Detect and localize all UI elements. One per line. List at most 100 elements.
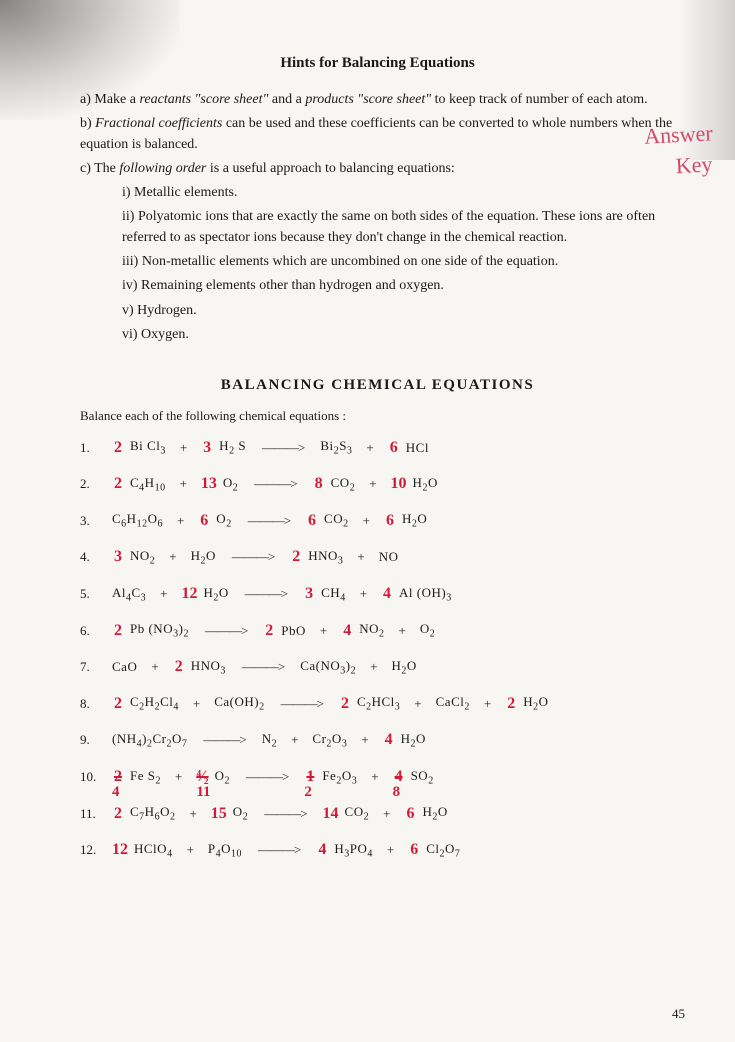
coefficient: 2 <box>173 658 185 676</box>
equation-number: 2. <box>80 476 106 492</box>
chemical-formula: O2 <box>420 621 435 640</box>
hint-b: b) Fractional coefficients can be used a… <box>80 114 675 155</box>
coefficient: 13 <box>201 475 217 493</box>
coefficient: 2 <box>112 805 124 823</box>
chemical-formula: H2O <box>402 511 427 530</box>
hint-iii: iii) Non-metallic elements which are unc… <box>80 252 675 272</box>
plus-operator: + <box>175 769 182 785</box>
coefficient: 2 <box>112 695 124 713</box>
equation-number: 10. <box>80 769 106 785</box>
chemical-formula: Ca(NO3)2 <box>300 658 356 677</box>
hint-ii: ii) Polyatomic ions that are exactly the… <box>80 207 675 248</box>
equation-number: 6. <box>80 623 106 639</box>
chemical-formula: C6H12O6 <box>112 511 163 530</box>
reaction-arrow: ———> <box>205 623 247 639</box>
chemical-formula: Fe2O3 <box>322 768 357 787</box>
coefficient: 2 <box>112 622 124 640</box>
coefficient: 12 <box>182 585 198 603</box>
coefficient: 3 <box>201 439 213 457</box>
balancing-title: BALANCING CHEMICAL EQUATIONS <box>80 377 675 394</box>
chemical-formula: CO2 <box>331 475 356 494</box>
plus-operator: + <box>387 842 394 858</box>
coefficient: 4 <box>393 768 405 786</box>
chemical-formula: O2 <box>233 804 248 823</box>
equation-number: 11. <box>80 806 106 822</box>
coefficient: 6 <box>404 805 416 823</box>
coefficient: 6 <box>408 841 420 859</box>
reaction-arrow: ———> <box>203 732 245 748</box>
equation-row: 9.(NH4)2Cr2O7———>N2+Cr2O3+4H2O <box>80 731 675 750</box>
plus-operator: + <box>291 732 298 748</box>
chemical-formula: H2O <box>191 548 216 567</box>
chemical-formula: H2O <box>413 475 438 494</box>
reaction-arrow: ———> <box>246 769 288 785</box>
plus-operator: + <box>366 440 373 456</box>
hint-a: a) Make a reactants "score sheet" and a … <box>80 90 675 110</box>
chemical-formula: C7H6O2 <box>130 804 175 823</box>
hint-v: v) Hydrogen. <box>80 301 675 321</box>
chemical-formula: HClO4 <box>134 841 173 860</box>
plus-operator: + <box>357 549 364 565</box>
reaction-arrow: ———> <box>258 842 300 858</box>
chemical-formula: CH4 <box>321 585 346 604</box>
coefficient: 2 <box>112 439 124 457</box>
coefficient: 10 <box>391 475 407 493</box>
reaction-arrow: ———> <box>242 659 284 675</box>
chemical-formula: SO2 <box>411 768 434 787</box>
coefficient: 3 <box>112 548 124 566</box>
coefficient: 1 <box>304 768 316 786</box>
chemical-formula: NO2 <box>359 621 384 640</box>
hint-vi: vi) Oxygen. <box>80 325 675 345</box>
equations-list: 1.2Bi Cl3+3H2 S———>Bi2S3+6HCl2.2C4H10+13… <box>80 438 675 859</box>
equation-row: 1.2Bi Cl3+3H2 S———>Bi2S3+6HCl <box>80 438 675 457</box>
chemical-formula: CaCl2 <box>436 694 470 713</box>
equation-row: 7.CaO+2HNO3———>Ca(NO3)2+H2O <box>80 658 675 677</box>
chemical-formula: O2 <box>215 768 230 787</box>
plus-operator: + <box>180 476 187 492</box>
reaction-arrow: ———> <box>248 513 290 529</box>
equation-number: 5. <box>80 586 106 602</box>
chemical-formula: NO <box>379 549 399 565</box>
equation-row: 3.C6H12O6+6O2———>6CO2+6H2O <box>80 511 675 530</box>
chemical-formula: Ca(OH)2 <box>214 694 264 713</box>
plus-operator: + <box>177 513 184 529</box>
chemical-formula: Al (OH)3 <box>399 585 452 604</box>
plus-operator: + <box>484 696 491 712</box>
chemical-formula: HCl <box>406 440 429 456</box>
plus-operator: + <box>180 440 187 456</box>
chemical-formula: PbO <box>281 623 306 639</box>
chemical-formula: Bi Cl3 <box>130 438 166 457</box>
coefficient: 6 <box>388 439 400 457</box>
equation-row: 5.Al4C3+12H2O———>3CH4+4Al (OH)3 <box>80 585 675 604</box>
hint-i: i) Metallic elements. <box>80 183 675 203</box>
coefficient: 12 <box>112 841 128 859</box>
plus-operator: + <box>169 549 176 565</box>
equation-number: 3. <box>80 513 106 529</box>
chemical-formula: HNO3 <box>191 658 226 677</box>
chemical-formula: Al4C3 <box>112 585 146 604</box>
hint-c: c) The following order is a useful appro… <box>80 159 675 179</box>
equation-number: 1. <box>80 440 106 456</box>
chemical-formula: C2H2Cl4 <box>130 694 179 713</box>
reaction-arrow: ———> <box>281 696 323 712</box>
coefficient: ⁴⁄₂ <box>196 768 208 786</box>
equation-row: 12.12HClO4+P4O10———>4H3PO4+6Cl2O7 <box>80 841 675 860</box>
chemical-formula: CO2 <box>324 511 349 530</box>
coefficient: 2 <box>263 622 275 640</box>
chemical-formula: Pb (NO3)2 <box>130 621 189 640</box>
chemical-formula: O2 <box>223 475 238 494</box>
coefficient: 4 <box>383 731 395 749</box>
chemical-formula: (NH4)2Cr2O7 <box>112 731 187 750</box>
chemical-formula: Fe S2 <box>130 768 161 787</box>
coefficient: 4 <box>381 585 393 603</box>
plus-operator: + <box>414 696 421 712</box>
chemical-formula: NO2 <box>130 548 155 567</box>
chemical-formula: Bi2S3 <box>320 438 352 457</box>
coefficient: 15 <box>211 805 227 823</box>
hints-section: a) Make a reactants "score sheet" and a … <box>80 90 675 345</box>
coefficient: 6 <box>384 512 396 530</box>
plus-operator: + <box>369 476 376 492</box>
coefficient: 4 <box>316 841 328 859</box>
plus-operator: + <box>320 623 327 639</box>
chemical-formula: H2O <box>401 731 426 750</box>
